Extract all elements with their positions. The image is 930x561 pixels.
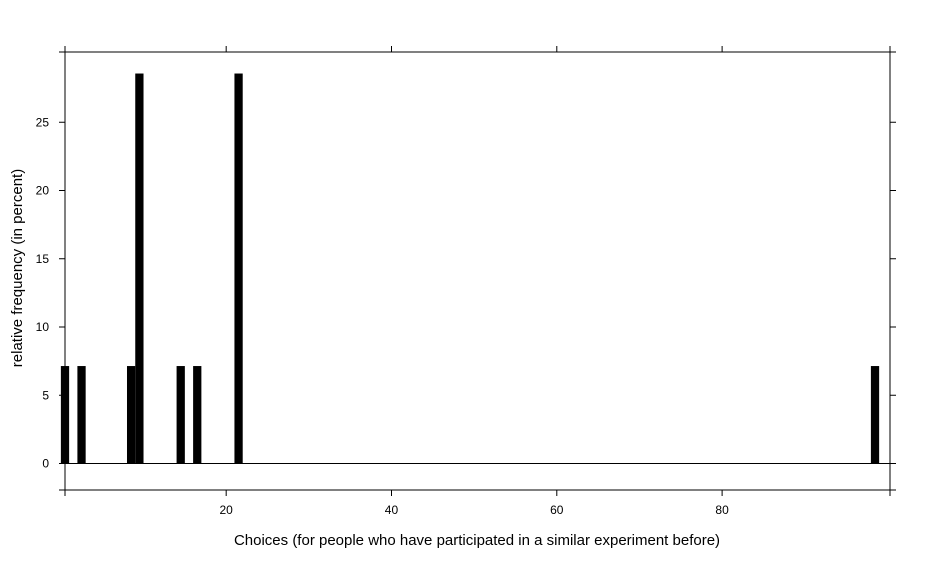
histogram-bar <box>870 366 880 464</box>
y-tick-label: 15 <box>36 252 50 266</box>
x-axis-title: Choices (for people who have participate… <box>234 532 720 549</box>
y-tick-label: 25 <box>36 115 50 129</box>
plot-frame <box>64 51 891 491</box>
histogram-bar <box>176 366 185 464</box>
y-tick-label: 0 <box>42 457 49 471</box>
histogram-bars <box>60 73 880 464</box>
histogram-bar <box>234 73 243 464</box>
histogram-bar <box>126 366 136 464</box>
y-tick-label: 20 <box>36 184 50 198</box>
histogram-bar <box>60 366 70 464</box>
histogram-bar <box>193 366 202 464</box>
histogram-bar <box>77 366 86 464</box>
x-tick-label: 60 <box>550 503 564 517</box>
x-tick-label: 20 <box>219 503 233 517</box>
x-tick-label: 80 <box>715 503 729 517</box>
axis-ticks <box>59 46 896 496</box>
y-tick-label: 10 <box>36 320 50 334</box>
axis-tick-labels: 20 40 60 80 0 5 10 15 20 25 <box>36 115 729 517</box>
x-tick-label: 40 <box>385 503 399 517</box>
y-tick-label: 5 <box>42 388 49 402</box>
y-axis-title: relative frequency (in percent) <box>9 169 26 367</box>
histogram-bar <box>135 73 144 464</box>
